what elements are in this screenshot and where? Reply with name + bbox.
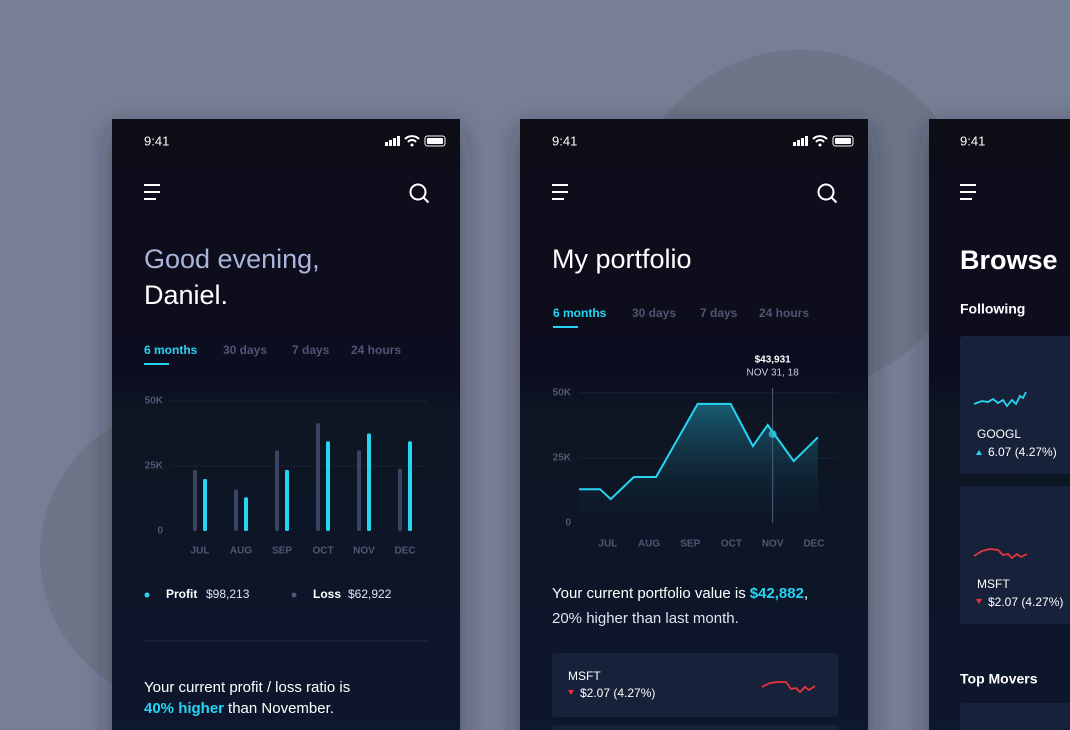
user-name: Daniel. — [144, 280, 228, 310]
x-tick-label: AUG — [638, 539, 660, 550]
x-tick-label: JUL — [598, 539, 617, 550]
bar — [193, 469, 197, 531]
stock-card[interactable] — [960, 703, 1070, 730]
time: 9:41 — [144, 133, 169, 148]
x-tick-label: DEC — [803, 539, 824, 550]
bar — [316, 423, 320, 531]
x-tick-label: OCT — [721, 539, 742, 550]
summary: Your current portfolio value is $42,882, — [552, 585, 808, 602]
stock-card[interactable] — [552, 653, 838, 717]
bar — [285, 469, 289, 531]
bar — [275, 450, 279, 531]
punct: , — [804, 585, 808, 602]
tab[interactable]: 7 days — [700, 306, 738, 320]
highlight: $42,882 — [750, 585, 804, 602]
summary-end: 20% higher than last month. — [552, 610, 739, 627]
x-tick-label: NOV — [353, 546, 375, 557]
ticker: GOOGL — [977, 427, 1021, 441]
phone — [112, 119, 460, 730]
sparkline — [973, 391, 1027, 408]
x-tick-label: NOV — [762, 539, 784, 550]
summary: Your current profit / loss ratio is — [144, 679, 350, 696]
sparkline — [973, 548, 1028, 560]
tab[interactable]: 6 months — [144, 343, 198, 357]
summary-end: than November. — [228, 700, 334, 717]
title: Browse — [960, 245, 1058, 275]
down-arrow — [568, 690, 574, 695]
annotation-label: $43,931 — [755, 355, 792, 366]
y-tick-label: 25K — [553, 453, 572, 464]
area-fill — [579, 403, 818, 523]
tab[interactable]: 7 days — [292, 343, 330, 357]
bar — [326, 441, 330, 531]
bar — [234, 489, 238, 531]
y-tick-label: 50K — [145, 396, 164, 407]
bar — [398, 468, 402, 531]
x-tick-label: SEP — [272, 546, 292, 557]
x-tick-label: AUG — [230, 546, 252, 557]
highlight: 40% higher — [144, 700, 224, 717]
status-icons — [385, 135, 854, 147]
bar — [203, 479, 207, 531]
annotation-sublabel: NOV 31, 18 — [747, 368, 800, 379]
section: Top Movers — [960, 671, 1038, 687]
y-tick-label: 0 — [157, 526, 163, 537]
time: 9:41 — [552, 133, 577, 148]
down-arrow — [976, 599, 982, 604]
ticker: MSFT — [568, 669, 601, 683]
summary: Your current portfolio value is — [552, 585, 746, 602]
legend-dot — [144, 592, 150, 598]
sparkline — [761, 681, 816, 694]
stock-card[interactable] — [960, 336, 1070, 474]
bar — [367, 433, 371, 531]
bar — [357, 450, 361, 531]
annotation-dot — [768, 430, 777, 439]
line — [579, 402, 819, 501]
y-tick-label: 25K — [145, 461, 164, 472]
legend-dot — [291, 592, 297, 598]
y-tick-label: 0 — [565, 518, 571, 529]
x-tick-label: OCT — [312, 546, 333, 557]
change: 6.07 (4.27%) — [988, 445, 1057, 459]
stock-card[interactable] — [552, 725, 838, 730]
x-tick-label: SEP — [680, 539, 700, 550]
change: $2.07 (4.27%) — [580, 686, 655, 700]
time: 9:41 — [960, 133, 985, 148]
tab[interactable]: 24 hours — [759, 306, 809, 320]
y-tick-label: 50K — [553, 388, 572, 399]
icons[interactable] — [144, 183, 976, 204]
ticker: MSFT — [977, 577, 1010, 591]
legend-total: $98,213 — [206, 587, 250, 601]
tab[interactable]: 6 months — [553, 306, 607, 320]
legend-total: $62,922 — [348, 587, 392, 601]
x-tick-label: JUL — [191, 546, 210, 557]
tab-underline — [553, 326, 578, 328]
legend-name: Loss — [313, 587, 341, 601]
tab[interactable]: 30 days — [223, 343, 267, 357]
legend-name: Profit — [166, 587, 197, 601]
greeting: Good evening, — [144, 244, 320, 274]
bar — [244, 497, 248, 531]
tab[interactable]: 24 hours — [351, 343, 401, 357]
summary: 40% higher than November. — [144, 700, 334, 717]
tab-underline — [144, 363, 169, 365]
up-arrow — [976, 450, 982, 455]
title: My portfolio — [552, 244, 692, 274]
bar — [408, 441, 412, 531]
x-tick-label: DEC — [394, 546, 415, 557]
section: Following — [960, 301, 1025, 317]
change: $2.07 (4.27%) — [988, 595, 1063, 609]
tab[interactable]: 30 days — [632, 306, 676, 320]
